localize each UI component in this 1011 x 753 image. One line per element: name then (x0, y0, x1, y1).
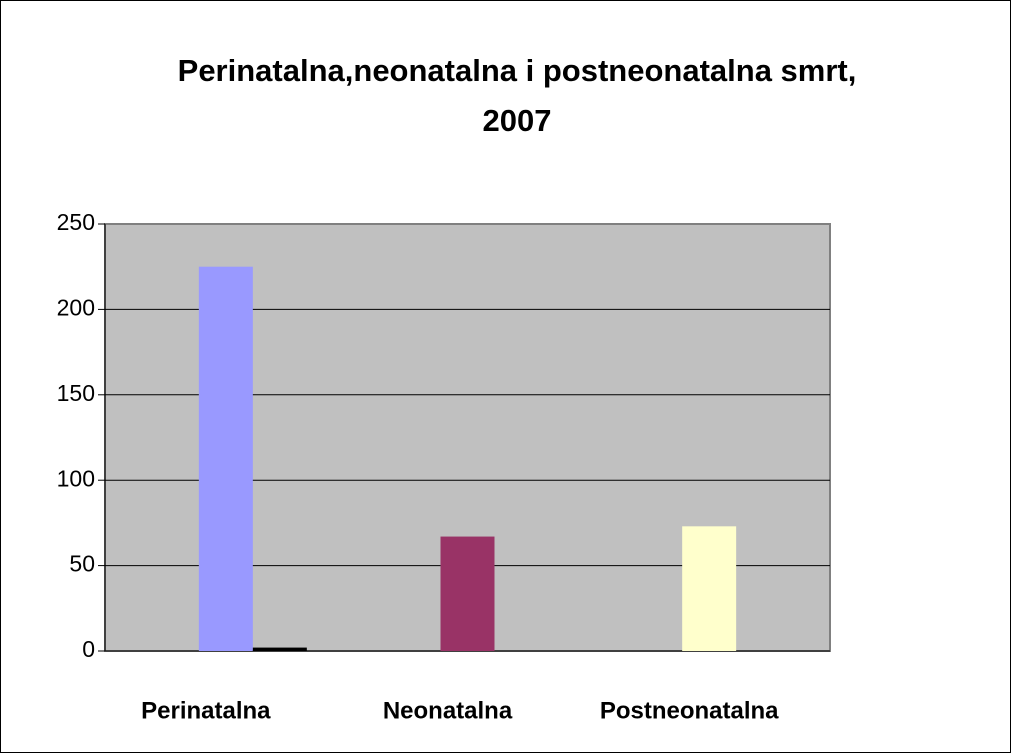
bar (252, 647, 307, 651)
y-tick-label: 50 (69, 551, 95, 577)
bar (440, 536, 495, 651)
x-tick-label: Postneonatalna (600, 697, 779, 724)
y-tick-label: 250 (57, 209, 95, 235)
y-tick-label: 200 (57, 294, 95, 320)
y-tick-label: 150 (57, 380, 95, 406)
bar (682, 526, 737, 651)
y-tick-label: 100 (57, 465, 95, 491)
y-tick-label: 0 (82, 636, 95, 662)
bar (198, 266, 253, 651)
x-tick-label: Perinatalna (141, 697, 271, 724)
chart-title: Perinatalna,neonatalna i postneonatalna … (177, 53, 857, 138)
x-tick-label: Neonatalna (383, 697, 513, 724)
